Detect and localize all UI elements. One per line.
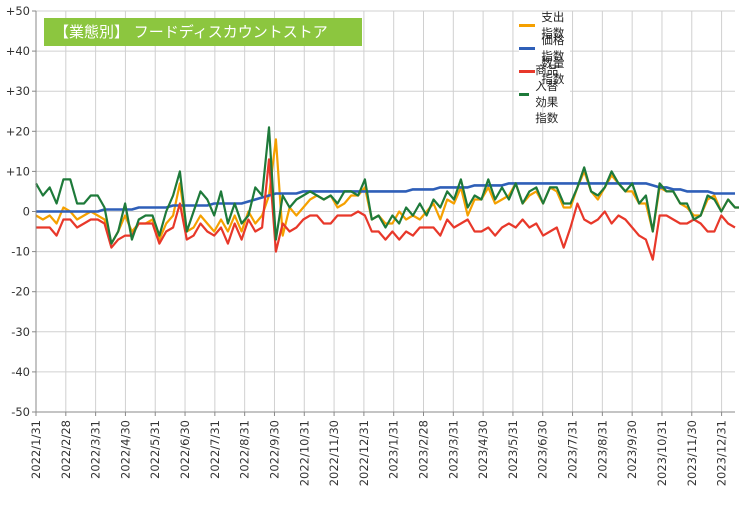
x-tick-label: 2023/2/28 (417, 420, 431, 479)
y-tick-label: +20 (6, 124, 30, 138)
legend-label-spending: 支出指数 (541, 10, 565, 40)
x-tick-label: 2022/2/28 (59, 420, 73, 479)
legend-label-price: 価格指数 (541, 33, 565, 63)
x-tick-label: 2023/4/30 (476, 420, 490, 479)
y-tick-label: -50 (11, 405, 30, 419)
y-tick-label: -40 (11, 365, 30, 379)
x-tick-label: 2023/5/31 (506, 420, 520, 479)
legend-item-price: 価格指数 (519, 33, 570, 63)
x-tick-label: 2022/11/30 (327, 420, 341, 486)
legend-swatch-price (519, 46, 536, 50)
x-tick-label: 2022/9/30 (267, 420, 281, 479)
x-tick-label: 2022/4/30 (118, 420, 132, 479)
x-tick-label: 2023/8/31 (595, 420, 609, 479)
legend-swatch-replacement (519, 92, 530, 96)
y-tick-label: -30 (11, 325, 30, 339)
x-tick-label: 2023/1/31 (387, 420, 401, 479)
x-tick-label: 2022/1/31 (29, 420, 43, 479)
x-tick-label: 2023/7/31 (566, 420, 580, 479)
y-tick-label: 0 (23, 205, 30, 219)
legend-item-spending: 支出指数 (519, 10, 570, 40)
axes (35, 11, 735, 413)
x-tick-label: 2023/6/30 (536, 420, 550, 479)
gridlines (35, 10, 735, 413)
series-line-0 (35, 138, 739, 245)
x-tick-label: 2022/10/31 (297, 420, 311, 486)
y-tick-label: +50 (6, 4, 30, 18)
y-axis-ticks: +50 +40 +30 +20 +10 0 -10 -20 -30 -40 -50 (6, 4, 36, 419)
x-tick-label: 2023/11/30 (685, 420, 699, 486)
y-tick-label: +30 (6, 84, 30, 98)
x-tick-label: 2022/6/30 (178, 420, 192, 479)
series-line-2 (36, 158, 736, 261)
y-tick-label: -10 (11, 245, 30, 259)
y-tick-label: +40 (6, 44, 30, 58)
series-line-3 (35, 126, 739, 245)
x-tick-label: 2022/8/31 (238, 420, 252, 479)
series-lines (35, 126, 739, 261)
x-tick-label: 2023/12/31 (715, 420, 729, 486)
legend-label-quantity: 数量指数 (541, 56, 565, 86)
x-tick-label: 2022/5/31 (148, 420, 162, 479)
y-tick-label: -20 (11, 285, 30, 299)
legend-item-quantity: 数量指数 (519, 56, 570, 86)
x-tick-label: 2022/12/31 (357, 420, 371, 486)
x-tick-label: 2022/7/31 (208, 420, 222, 479)
x-tick-label: 2022/3/31 (89, 420, 103, 479)
x-tick-label: 2023/10/31 (655, 420, 669, 486)
y-tick-label: +10 (6, 164, 30, 178)
x-tick-label: 2023/9/30 (625, 420, 639, 479)
series-line-1 (36, 182, 735, 213)
x-tick-label: 2023/3/31 (446, 420, 460, 479)
chart-title: 【業態別】 フードディスカウントストア (44, 18, 362, 46)
legend-swatch-spending (519, 23, 536, 27)
x-axis-ticks: 2022/1/31 2022/2/28 2022/3/31 2022/4/30 2022… (29, 412, 729, 486)
legend-item-replacement: 商品入替効果指数 (519, 63, 570, 125)
legend-label-replacement: 商品入替効果指数 (535, 63, 559, 125)
legend-swatch-quantity (519, 69, 536, 73)
